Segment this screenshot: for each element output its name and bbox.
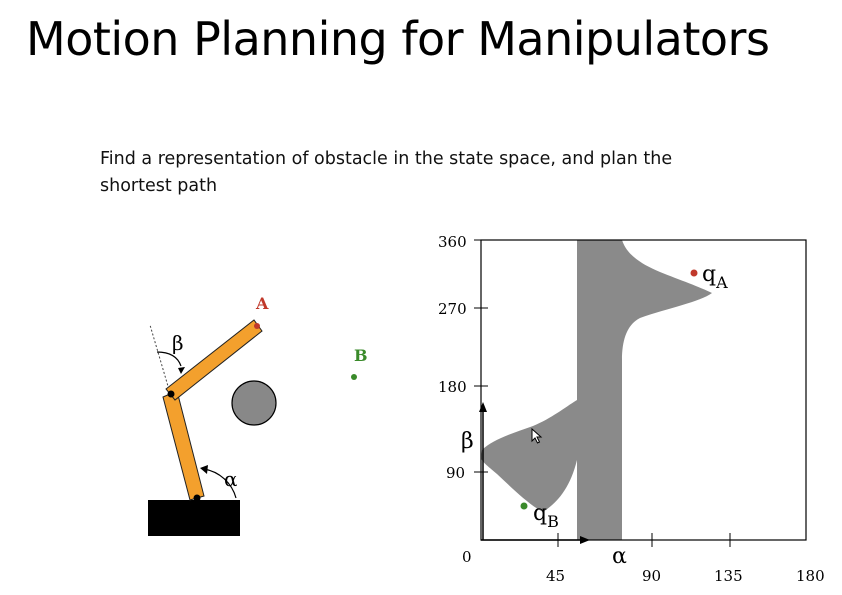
x-tick-label: 180 bbox=[796, 567, 825, 585]
shoulder-joint bbox=[193, 494, 201, 502]
q-b-marker bbox=[520, 502, 528, 510]
slide-title: Motion Planning for Manipulators bbox=[26, 12, 770, 66]
beta-axis-label: β bbox=[461, 429, 474, 454]
alpha-angle-label: α bbox=[224, 467, 238, 491]
arm-link-1 bbox=[162, 390, 205, 501]
point-a-marker bbox=[254, 323, 260, 329]
q-a-label: qA bbox=[702, 262, 728, 292]
x-tick-label: 90 bbox=[642, 567, 661, 585]
beta-angle-arc bbox=[156, 351, 182, 367]
slide-subtitle: Find a representation of obstacle in the… bbox=[100, 149, 673, 196]
alpha-axis-label: α bbox=[612, 544, 627, 569]
configuration-space-plot: 360 270 180 90 45 90 135 180 0 α β qA qB bbox=[438, 233, 825, 585]
alpha-arrow-head bbox=[200, 465, 208, 474]
q-a-subscript: A bbox=[715, 273, 728, 292]
point-a-label: A bbox=[255, 294, 269, 313]
cspace-frame bbox=[480, 239, 807, 541]
robot-arm-diagram: A B α β bbox=[148, 294, 368, 536]
mouse-cursor-icon bbox=[531, 428, 543, 444]
y-tick-label: 270 bbox=[438, 300, 467, 318]
y-tick-label: 90 bbox=[446, 464, 465, 482]
beta-arrow-head bbox=[178, 367, 185, 374]
q-a-marker bbox=[690, 269, 698, 277]
alpha-angle-arc bbox=[203, 468, 237, 499]
point-b-marker bbox=[351, 374, 357, 380]
circular-obstacle bbox=[231, 380, 277, 426]
beta-angle-label: β bbox=[172, 331, 184, 355]
point-b-label: B bbox=[354, 346, 368, 365]
x-tick-label: 45 bbox=[546, 567, 565, 585]
q-b-subscript: B bbox=[547, 512, 559, 531]
cspace-obstacle-region bbox=[481, 240, 712, 540]
y-tick-label: 360 bbox=[438, 233, 467, 251]
beta-axis-arrow-head bbox=[479, 402, 487, 412]
y-tick-label: 180 bbox=[438, 378, 467, 396]
alpha-axis-arrow-head bbox=[580, 536, 590, 544]
elbow-joint bbox=[167, 390, 175, 398]
x-tick-label: 135 bbox=[714, 567, 743, 585]
origin-label: 0 bbox=[462, 548, 472, 566]
arm-base bbox=[148, 500, 240, 536]
q-b-label: qB bbox=[533, 501, 559, 531]
link1-extension-line bbox=[149, 324, 171, 394]
